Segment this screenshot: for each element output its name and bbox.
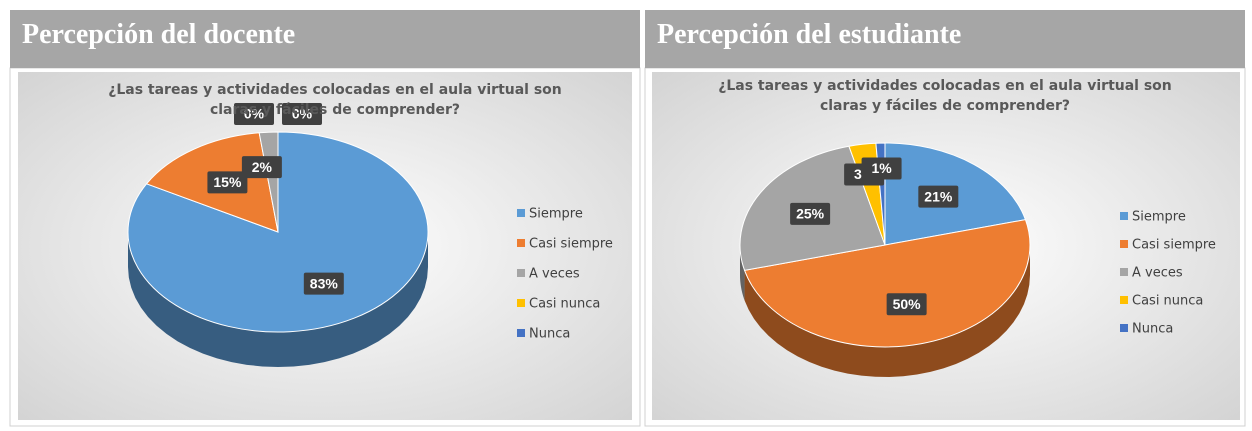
label-box [241,156,282,179]
label-box [790,202,831,225]
legend-label: Nunca [1132,322,1173,337]
data-label: 50% [893,296,922,312]
label-box [918,185,959,208]
panel-border [9,67,641,427]
data-label: 0% [292,106,313,122]
chart-title: ¿Las tareas y actividades colocadas en e… [718,78,1172,114]
legend-swatch [1120,268,1128,276]
legend-swatch [517,299,525,307]
legend-swatch [517,329,525,337]
legend-label: A veces [529,267,580,282]
pie-side [128,232,428,367]
label-box [886,293,927,316]
chart-title: ¿Las tareas y actividades colocadas en e… [108,82,562,118]
legend-label: Nunca [529,327,570,342]
legend-label: Casi nunca [1132,294,1203,309]
legend-label: Casi siempre [1132,238,1216,253]
label-box [207,171,248,194]
data-label: 83% [310,275,339,291]
legend-label: Siempre [1132,210,1186,225]
data-label: 1% [871,160,892,176]
legend-swatch [1120,324,1128,332]
data-label: 25% [796,206,825,222]
label-box [861,157,902,180]
legend-swatch [1120,212,1128,220]
legend-swatch [517,269,525,277]
panel-heading: Percepción del estudiante [645,10,1245,68]
legend-label: Casi nunca [529,297,600,312]
data-label: 15% [213,174,242,190]
pie-slice [743,219,1031,347]
panel-border [644,67,1246,427]
data-label: 2% [252,159,273,175]
legend-swatch [1120,240,1128,248]
legend-swatch [517,239,525,247]
pie-side [744,245,1030,377]
data-label: 21% [924,188,953,204]
label-box [303,272,344,295]
legend-label: Siempre [529,207,583,222]
legend-swatch [1120,296,1128,304]
label-box [282,103,322,125]
legend-label: Casi siempre [529,237,613,252]
legend-label: A veces [1132,266,1183,281]
label-box [234,103,274,125]
data-label: 0% [244,106,265,122]
panel-heading: Percepción del docente [10,10,640,68]
legend-swatch [517,209,525,217]
